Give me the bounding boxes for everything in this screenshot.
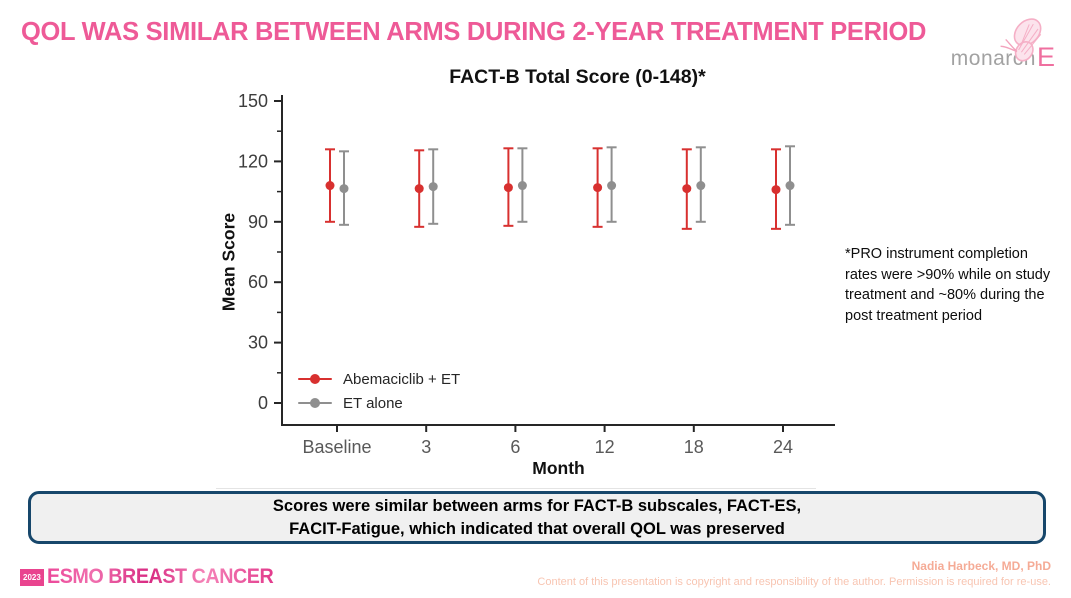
svg-text:150: 150 [238,91,268,111]
esmo-logo-text: ESMO BREAST CANCER [46,565,274,588]
svg-text:0: 0 [258,393,268,413]
slide-title: QOL WAS SIMILAR BETWEEN ARMS DURING 2-YE… [21,16,927,46]
conclusion-box: Scores were similar between arms for FAC… [28,491,1046,544]
footnote: *PRO instrument completion rates were >9… [845,246,1051,324]
x-axis-label: Month [532,458,585,478]
y-axis-label: Mean Score [218,212,239,312]
chart-bottom-edge [216,488,816,489]
svg-text:30: 30 [248,333,268,353]
chart-title: FACT-B Total Score (0-148)* [449,66,706,88]
legend-item-abemaciclib: Abemaciclib + ET [298,367,460,391]
chart-legend: Abemaciclib + ET ET alone [298,367,460,415]
esmo-logo: 2023 ESMO BREAST CANCER [20,565,287,589]
legend-marker-gray [298,398,332,408]
svg-text:90: 90 [248,212,268,232]
svg-text:120: 120 [238,151,268,171]
footer-credits: Nadia Harbeck, MD, PhD Content of this p… [537,558,1051,591]
svg-text:Baseline: Baseline [302,437,371,457]
svg-text:60: 60 [248,272,268,292]
svg-text:24: 24 [773,437,793,457]
conclusion-text: Scores were similar between arms for FAC… [272,497,802,538]
legend-label: ET alone [343,394,403,412]
esmo-year-badge: 2023 [20,568,44,586]
svg-text:6: 6 [510,437,520,457]
author-credit: Nadia Harbeck, MD, PhD [911,559,1051,573]
monarche-logo-text: monarch [950,46,1036,70]
svg-text:12: 12 [595,437,615,457]
monarche-logo-e: E [1036,42,1055,72]
monarche-logo: monarch E [950,18,1055,72]
svg-text:3: 3 [421,437,431,457]
svg-text:18: 18 [684,437,704,457]
legend-item-et-alone: ET alone [298,391,460,415]
butterfly-icon [1000,18,1042,62]
legend-label: Abemaciclib + ET [343,370,461,388]
legend-marker-red [298,374,332,384]
copyright-notice: Content of this presentation is copyrigh… [537,576,1051,589]
